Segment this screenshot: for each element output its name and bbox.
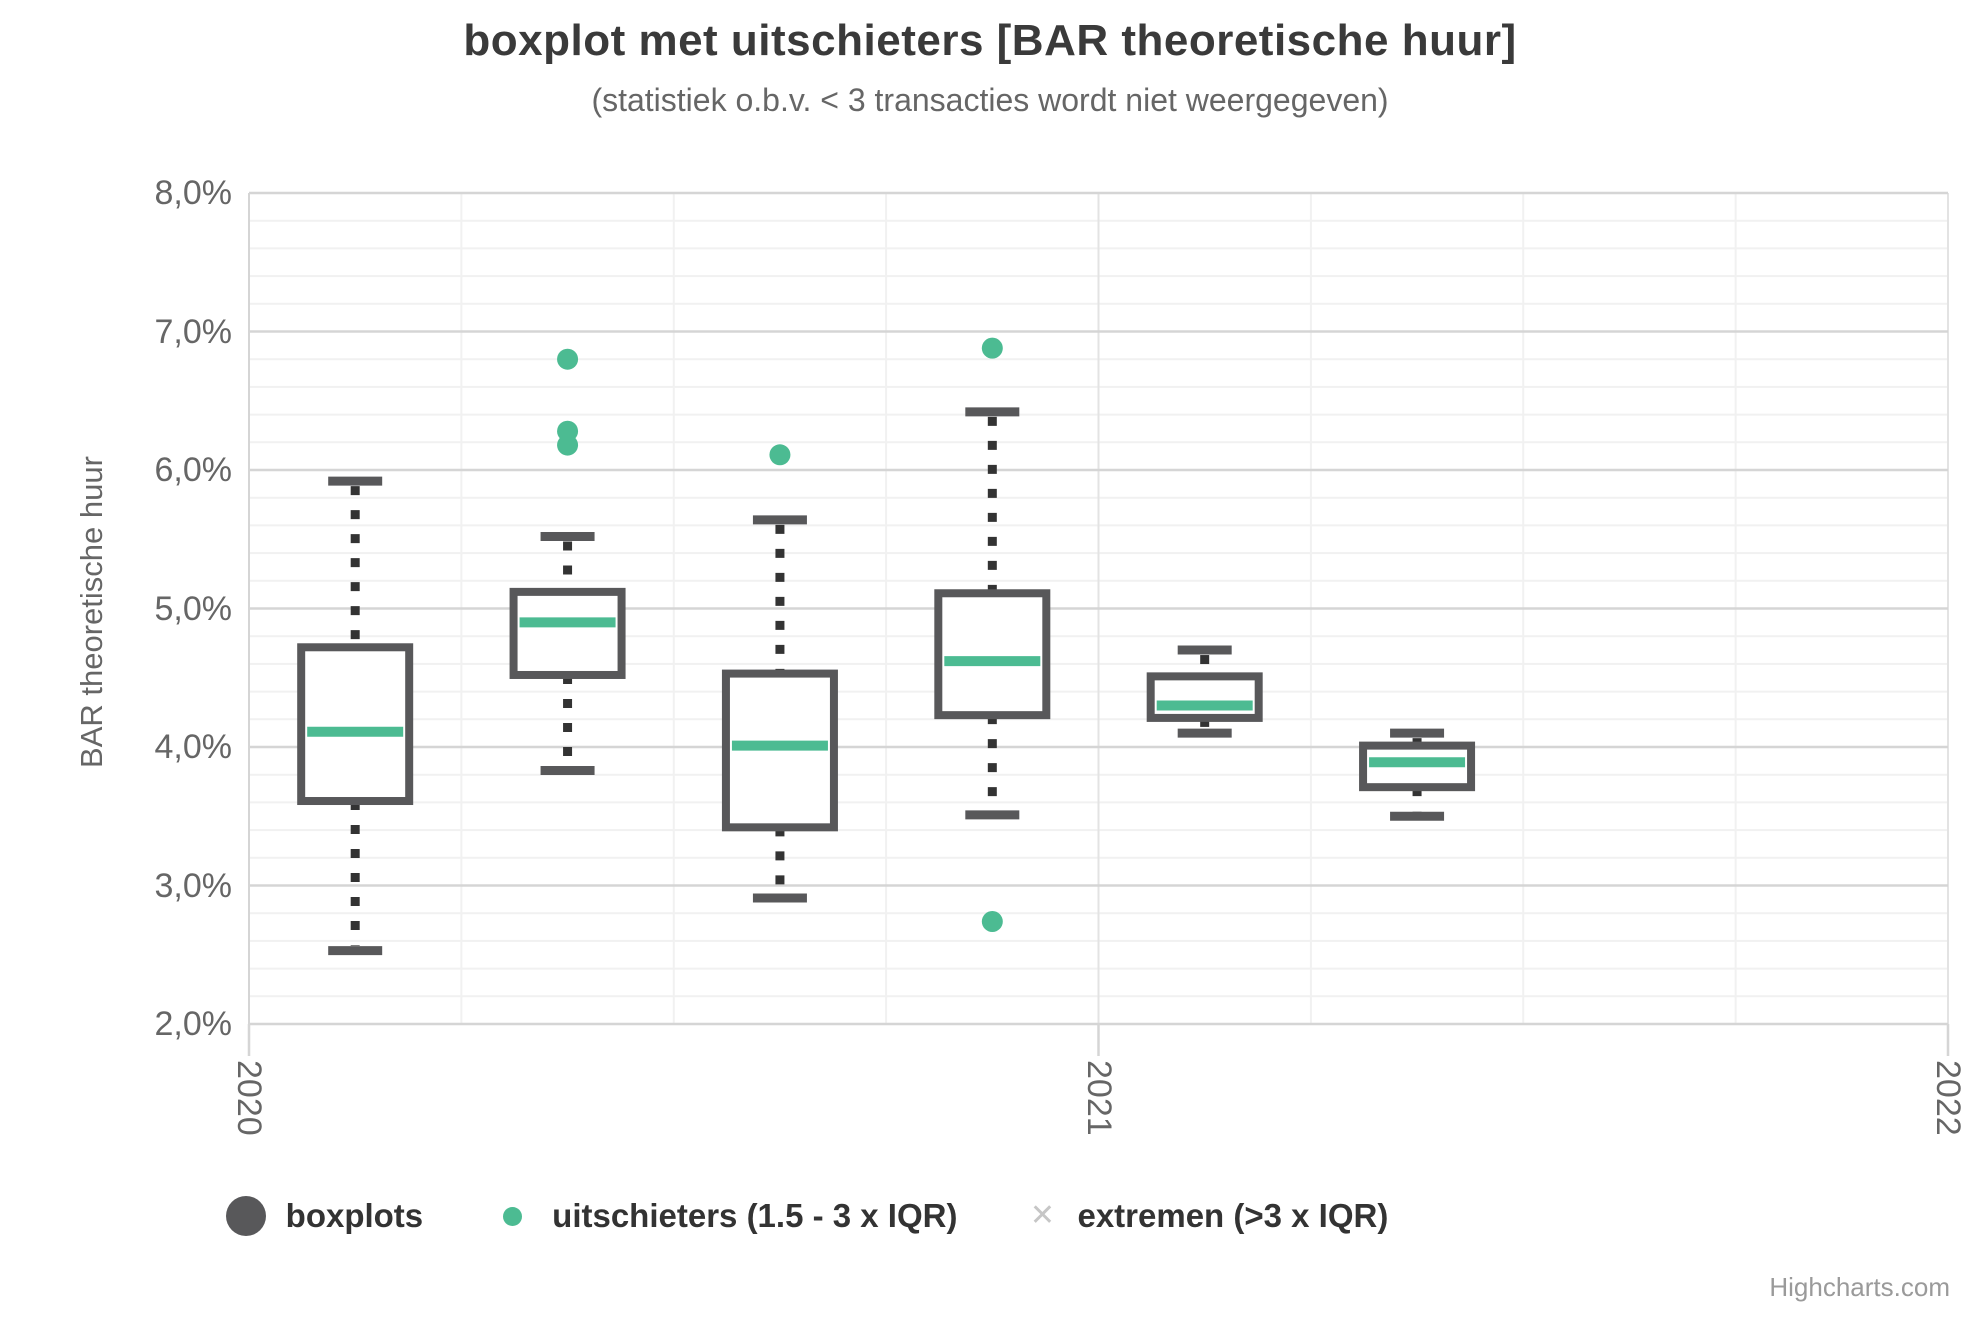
legend-item-boxplots[interactable]: boxplots [225,1196,424,1236]
legend-label: boxplots [285,1197,424,1234]
boxplot-5[interactable] [1146,645,1263,738]
outlier-dot[interactable] [557,420,579,442]
legend-label: extremen (>3 x IQR) [1077,1197,1389,1234]
outlier-dot[interactable] [557,348,579,370]
boxplot-4[interactable] [934,407,1051,820]
y-tick-label: 5,0% [154,589,233,628]
y-tick-label: 2,0% [154,1005,233,1043]
boxplots-circle-icon [225,1196,266,1236]
box-iqr[interactable] [297,643,414,806]
highcharts-credits-link[interactable]: Highcharts.com [1769,1272,1950,1302]
y-tick-label: 8,0% [154,174,233,212]
legend-item-extremen[interactable]: extremen (>3 x IQR) [1027,1196,1388,1236]
boxplot-2[interactable] [509,531,626,776]
chart-title: boxplot met uitschieters [BAR theoretisc… [463,16,1517,65]
extremes-cross-icon [1027,1196,1057,1236]
y-tick-label: 6,0% [154,451,233,489]
y-tick-label: 4,0% [154,728,233,766]
y-tick-label: 7,0% [154,312,233,351]
x-tick-label: 2022 [1929,1060,1967,1136]
outlier-dot[interactable] [981,337,1003,359]
outlier-dot-icon [503,1206,523,1226]
outlier-dot[interactable] [769,444,791,466]
outlier-dot[interactable] [981,911,1003,933]
box-iqr[interactable] [509,587,626,679]
box-iqr[interactable] [1146,672,1263,722]
legend-item-uitschieters[interactable]: uitschieters (1.5 - 3 x IQR) [493,1197,957,1235]
legend-label: uitschieters (1.5 - 3 x IQR) [552,1197,958,1234]
box-iqr[interactable] [934,589,1051,720]
y-tick-label: 3,0% [154,866,233,905]
boxplot-3[interactable] [721,515,838,903]
legend: boxplots uitschieters (1.5 - 3 x IQR) ex… [0,1196,1614,1236]
boxplot-1[interactable] [297,476,414,956]
x-tick-label: 2020 [230,1060,268,1136]
chart-subtitle: (statistiek o.b.v. < 3 transacties wordt… [591,82,1389,118]
x-tick-label: 2021 [1079,1060,1118,1136]
boxplot-6[interactable] [1359,728,1476,821]
